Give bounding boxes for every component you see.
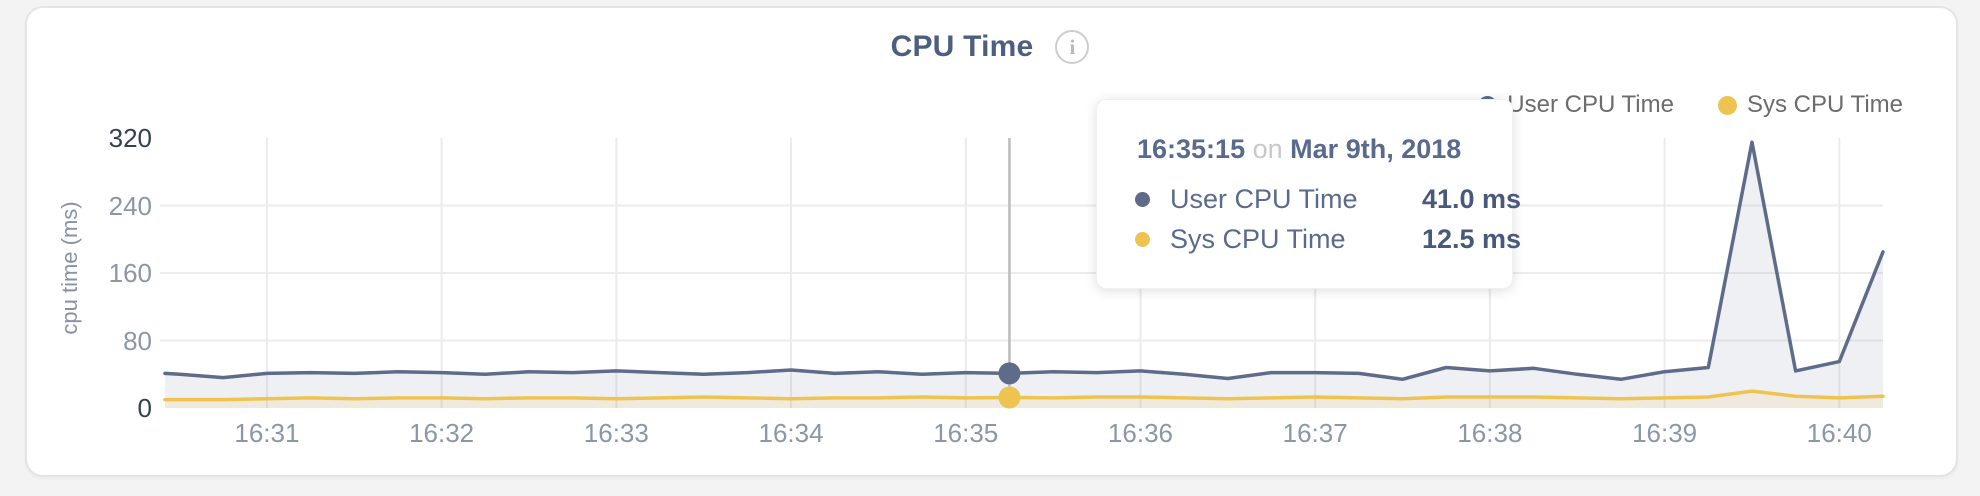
legend-label: Sys CPU Time	[1746, 91, 1903, 118]
sys-cpu-dot-icon	[1135, 231, 1150, 247]
x-tick-label: 16:33	[583, 418, 649, 448]
tooltip-series-label: Sys CPU Time	[1170, 223, 1346, 254]
tooltip-time: 16:35:15	[1137, 134, 1246, 164]
tooltip-series-value: 41.0 ms	[1422, 183, 1522, 214]
sys-cpu-area	[165, 391, 1883, 408]
x-tick-label: 16:38	[1457, 418, 1523, 448]
x-tick-label: 16:31	[234, 418, 300, 448]
tooltip-row-sys: Sys CPU Time 12.5 ms	[1135, 219, 1521, 259]
tooltip-row-user: User CPU Time 41.0 ms	[1135, 179, 1521, 219]
x-tick-label: 16:32	[409, 418, 475, 448]
sys-cpu-legend-dot-icon	[1717, 95, 1737, 115]
x-tick-label: 16:36	[1107, 418, 1173, 448]
user-cpu-area	[165, 142, 1883, 408]
y-tick-label: 240	[108, 190, 152, 221]
info-icon[interactable]: i	[1055, 30, 1090, 64]
x-tick-label: 16:40	[1806, 418, 1872, 448]
user-cpu-hover-marker	[998, 362, 1021, 385]
chart-title: CPU Time	[890, 30, 1034, 63]
tooltip-series-label: User CPU Time	[1170, 183, 1358, 214]
y-tick-label: 160	[108, 258, 152, 288]
y-tick-label: 80	[123, 325, 152, 356]
legend-item-sys-cpu-time[interactable]: Sys CPU Time	[1717, 91, 1903, 119]
x-tick-label: 16:37	[1282, 418, 1348, 448]
y-tick-label: 320	[108, 123, 152, 153]
legend-label: User CPU Time	[1507, 91, 1674, 118]
x-tick-label: 16:35	[933, 418, 999, 448]
x-tick-label: 16:34	[758, 418, 824, 448]
tooltip-title: 16:35:15 on Mar 9th, 2018	[1137, 134, 1461, 165]
user-cpu-line	[163, 140, 1885, 382]
chart-header: CPU Time i	[0, 30, 1980, 64]
x-tick-label: 16:39	[1632, 418, 1698, 448]
sys-cpu-hover-marker	[998, 386, 1021, 409]
user-cpu-dot-icon	[1135, 191, 1150, 207]
tooltip-series-value: 12.5 ms	[1422, 223, 1522, 254]
chart-tooltip: 16:35:15 on Mar 9th, 2018 User CPU Time …	[1096, 99, 1521, 289]
y-tick-label: 0	[137, 393, 152, 423]
tooltip-conjunction: on	[1252, 134, 1283, 164]
tooltip-date: Mar 9th, 2018	[1290, 134, 1462, 164]
